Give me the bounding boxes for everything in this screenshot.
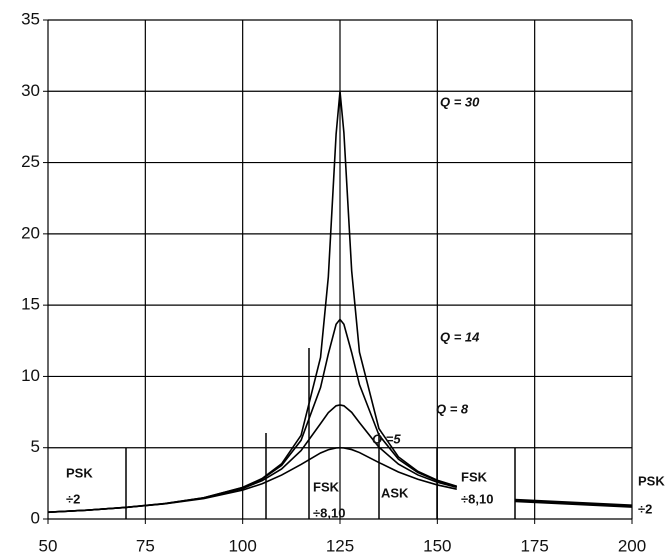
series-line [48,448,457,513]
curve-label: Q = 8 [436,401,469,416]
curve-label: Q = 30 [440,94,480,109]
y-tick-label: 10 [21,366,40,385]
band-label: ASK [381,485,409,500]
series-line [48,319,457,512]
band-label: ÷8,10 [313,505,345,520]
x-tick-label: 150 [423,536,451,555]
band-label: PSK [66,465,93,480]
y-tick-label: 5 [31,437,40,456]
x-tick-label: 125 [326,536,354,555]
chart: 0 5 10 15 20 25 30 35 50 75 100 125 150 175 200 Q = 30 Q… [0,0,670,559]
y-tick-label: 0 [31,508,40,527]
series-line [48,91,457,512]
x-tick-label: 50 [39,536,58,555]
band-label: PSK [638,473,665,488]
x-tick-label: 75 [136,536,155,555]
band-label: ÷2 [638,501,652,516]
x-tick-label: 100 [228,536,256,555]
x-tick-label: 200 [618,536,646,555]
band-label: FSK [461,469,488,484]
y-tick-label: 35 [21,9,40,28]
y-tick-label: 30 [21,81,40,100]
y-tick-label: 20 [21,223,40,242]
band-label: FSK [313,479,340,494]
y-tick-label: 15 [21,295,40,314]
band-label: ÷8,10 [461,491,493,506]
series-line [515,500,632,506]
curve-label: Q = 14 [440,329,480,344]
band-label: ÷2 [66,491,80,506]
curve-label: Q =5 [372,431,401,446]
x-tick-label: 175 [520,536,548,555]
y-tick-label: 25 [21,152,40,171]
